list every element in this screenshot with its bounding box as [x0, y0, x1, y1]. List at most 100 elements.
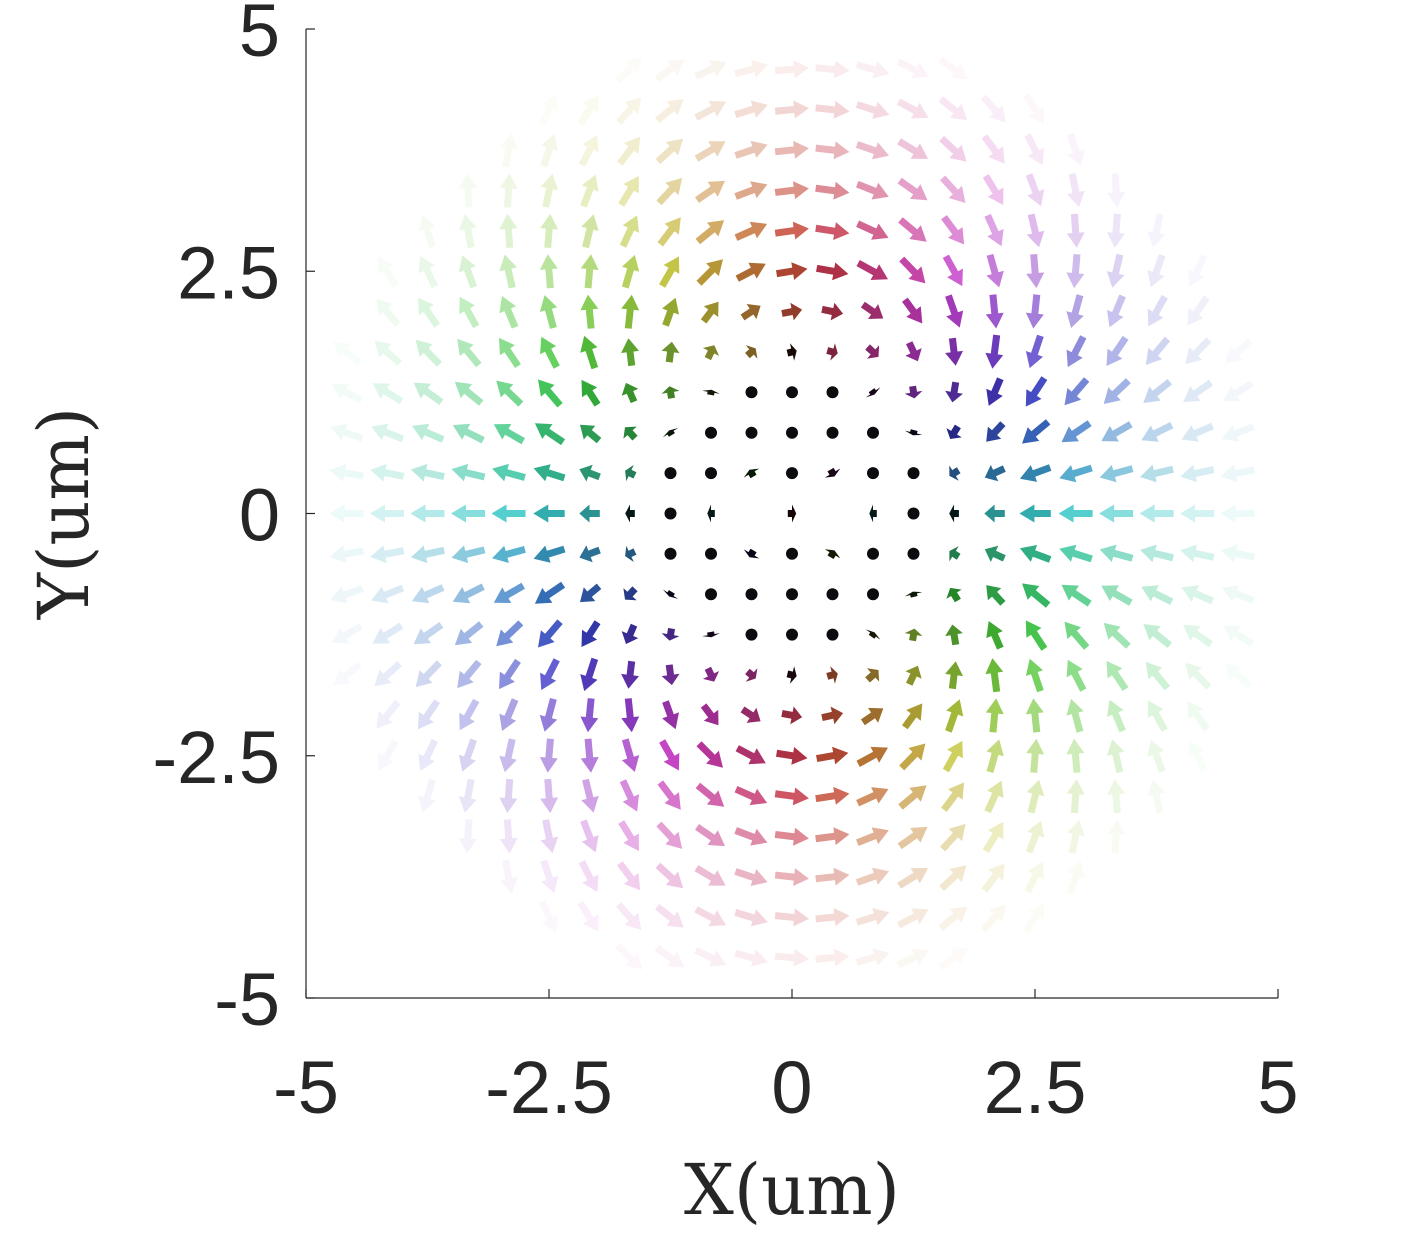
field-dot: [867, 547, 879, 560]
field-arrow: [945, 699, 964, 733]
field-arrow: [459, 698, 480, 731]
field-arrow: [378, 739, 399, 771]
field-arrow: [656, 821, 683, 849]
field-arrow: [655, 903, 684, 928]
field-arrow: [984, 504, 1005, 523]
field-arrow: [1101, 585, 1133, 606]
field-arrow: [905, 341, 922, 362]
field-arrow: [860, 301, 884, 319]
field-arrow: [621, 660, 639, 689]
field-arrow: [707, 504, 715, 523]
field-arrow: [581, 214, 599, 249]
field-arrow: [896, 98, 929, 119]
field-arrow: [986, 377, 1004, 406]
field-arrow: [654, 59, 685, 82]
field-arrow: [855, 908, 890, 926]
field-arrow: [1224, 663, 1253, 689]
field-arrow: [493, 423, 525, 445]
field-arrow: [621, 294, 640, 329]
field-dot: [786, 386, 798, 399]
field-arrow: [499, 337, 521, 368]
field-arrow: [1223, 380, 1254, 402]
field-arrow: [372, 383, 404, 405]
field-arrow: [454, 621, 484, 646]
field-arrow: [949, 504, 959, 523]
field-arrow: [580, 738, 599, 773]
field-arrow: [940, 175, 966, 203]
field-arrow: [734, 909, 768, 927]
field-arrow: [451, 504, 485, 523]
field-arrow: [625, 545, 637, 562]
field-arrow: [855, 61, 890, 79]
field-arrow: [540, 173, 559, 208]
field-arrow: [621, 738, 640, 772]
field-arrow: [815, 100, 850, 119]
field-arrow: [619, 779, 639, 812]
field-arrow: [1145, 336, 1171, 365]
field-arrow: [1067, 173, 1085, 208]
field-arrow: [897, 826, 928, 850]
field-arrow: [615, 943, 643, 970]
field-arrow: [945, 337, 963, 366]
field-arrow: [905, 665, 922, 686]
field-arrow: [657, 780, 681, 810]
field-arrow: [774, 140, 809, 159]
field-arrow: [1067, 819, 1085, 854]
field-arrow: [417, 297, 440, 328]
field-arrow: [418, 778, 436, 813]
field-arrow: [700, 703, 719, 726]
field-arrow: [374, 661, 402, 687]
field-arrow: [1066, 698, 1084, 733]
field-arrow: [865, 629, 881, 640]
field-arrow: [985, 294, 1004, 329]
field-arrow: [499, 254, 517, 289]
field-arrow: [1181, 585, 1214, 605]
field-arrow: [331, 623, 363, 644]
field-arrow: [1025, 173, 1045, 207]
field-arrow: [661, 628, 680, 641]
field-arrow: [410, 504, 445, 523]
field-arrow: [938, 906, 968, 931]
field-arrow: [413, 622, 444, 645]
field-arrow: [1106, 779, 1125, 814]
field-arrow: [734, 949, 768, 967]
field-arrow: [496, 380, 524, 407]
field-arrow: [815, 222, 850, 240]
field-arrow: [452, 583, 485, 604]
field-arrow: [374, 340, 402, 366]
field-arrow: [985, 658, 1004, 693]
field-arrow: [743, 468, 760, 479]
field-arrow: [946, 424, 962, 439]
field-arrow: [540, 859, 559, 893]
field-arrow: [458, 778, 477, 813]
field-arrow: [869, 504, 877, 523]
field-arrow: [1025, 334, 1044, 369]
field-arrow: [330, 423, 364, 442]
field-arrow: [662, 700, 679, 730]
field-arrow: [499, 698, 519, 731]
field-arrow: [826, 343, 838, 361]
field-dot: [705, 467, 717, 480]
field-dot: [786, 588, 798, 601]
field-arrow: [621, 382, 639, 404]
field-arrow: [740, 304, 761, 321]
field-arrow: [1180, 544, 1215, 563]
field-arrow: [578, 860, 599, 892]
field-dot: [867, 588, 879, 601]
field-arrow: [1106, 253, 1125, 288]
field-arrow: [1188, 254, 1208, 287]
field-arrow: [986, 253, 1004, 288]
field-arrow: [745, 345, 758, 359]
field-arrow: [451, 463, 486, 482]
field-arrow: [816, 746, 849, 765]
field-arrow: [1025, 376, 1048, 407]
field-arrow: [1059, 544, 1093, 563]
field-arrow: [415, 660, 442, 688]
field-arrow: [774, 221, 809, 240]
field-arrow: [1022, 419, 1051, 444]
field-arrow: [694, 141, 726, 162]
field-arrow: [499, 173, 518, 208]
field-arrow: [938, 96, 968, 121]
field-arrow: [774, 100, 809, 119]
field-arrow: [618, 175, 639, 207]
